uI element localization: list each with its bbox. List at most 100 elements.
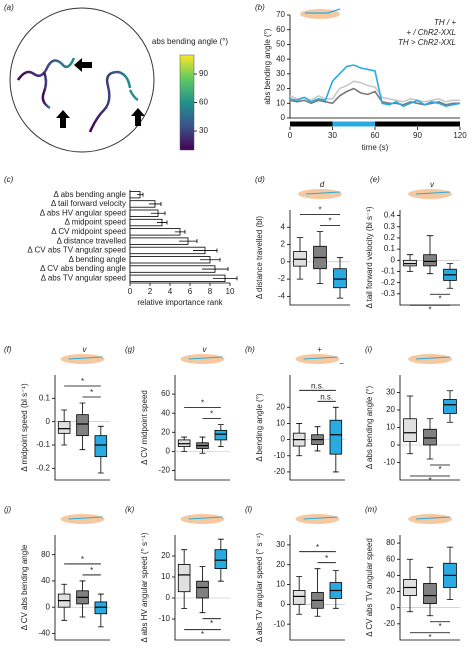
panel-label: (g) (125, 345, 135, 354)
y-tick-label: 70 (276, 10, 285, 19)
axes (289, 210, 350, 306)
y-tick-label: -10 (273, 451, 285, 460)
y-tick-label: 0.1 (384, 244, 396, 253)
category-label: Δ CV abs TV angular speed (27, 246, 126, 255)
y-tick-label: -20 (383, 619, 395, 628)
error-bar (137, 192, 144, 197)
y-axis-label: Δ abs TV angular speed (° s⁻¹) (255, 533, 264, 642)
larva-icon (295, 354, 340, 364)
significance-label: * (90, 388, 93, 397)
error-bar (179, 239, 198, 244)
y-tick-label: -20 (158, 466, 170, 475)
colorbar-tick-label: 60 (199, 98, 208, 107)
y-tick-label: 0 (281, 599, 286, 608)
significance-label: * (90, 566, 93, 575)
y-tick-label: 20 (276, 84, 285, 93)
panel-label: (a) (4, 3, 14, 12)
category-label: Δ CV abs bending angle (40, 264, 126, 273)
axes (174, 375, 230, 481)
colorbar-label: abs bending angle (°) (152, 37, 228, 46)
y-tick-label: 40 (161, 408, 170, 417)
y-tick-label: 30 (276, 69, 285, 78)
x-tick-label: 0 (128, 287, 133, 296)
larva-axis (305, 8, 341, 14)
series-line (289, 80, 460, 103)
y-tick-label: 30 (276, 540, 285, 549)
box (76, 414, 89, 437)
larva-icon (300, 9, 340, 19)
y-tick-label: 20 (276, 560, 285, 569)
larva-icon (180, 354, 225, 364)
bar (129, 228, 181, 236)
significance-label: n.s. (320, 392, 333, 401)
y-tick-label: 40 (41, 576, 50, 585)
x-axis-label: time (s) (362, 143, 389, 152)
y-tick-label: -10 (273, 619, 285, 628)
y-tick-label: 4 (281, 222, 286, 231)
larva-icon (180, 514, 225, 524)
y-axis-label: Δ abs bending angle (°) (365, 386, 374, 470)
error-bar (193, 248, 218, 253)
y-tick-label: 2 (281, 240, 286, 249)
y-tick-label: 0.1 (39, 393, 51, 402)
y-tick-label: 0 (281, 435, 286, 444)
larva-axis (303, 516, 338, 520)
category-label: Δ abs HV angular speed (40, 208, 126, 217)
y-tick-label: 0 (281, 257, 286, 266)
panel-label: (e) (370, 175, 380, 184)
axes (174, 535, 230, 641)
series-line (289, 64, 461, 108)
box (177, 564, 191, 593)
significance-label: n.s. (311, 381, 324, 390)
x-tick-label: 6 (188, 287, 193, 296)
panel-label: (l) (245, 505, 252, 514)
larva-icon (60, 514, 105, 524)
category-label: Δ distance travelled (57, 236, 126, 245)
y-tick-label: -0.1 (381, 267, 395, 276)
y-tick-label: 10 (386, 423, 395, 432)
y-tick-label: 20 (386, 587, 395, 596)
x-tick-label: 4 (168, 287, 173, 296)
x-tick-label: 0 (288, 131, 293, 140)
panel-label: (h) (245, 345, 255, 354)
error-bar (149, 201, 162, 206)
larva-axis (188, 356, 223, 360)
y-tick-label: -0.1 (36, 440, 50, 449)
error-bar (213, 276, 238, 281)
trajectory (16, 57, 76, 81)
significance-label: * (81, 555, 84, 564)
larva-icon (60, 354, 105, 364)
y-tick-label: -4 (278, 291, 286, 300)
arena (9, 7, 155, 153)
axes (54, 375, 110, 481)
icon-label: d (320, 180, 325, 189)
significance-label: * (318, 206, 321, 215)
y-tick-label: 80 (41, 550, 50, 559)
significance-label: * (438, 622, 441, 631)
colorbar-tick-label: 30 (199, 126, 208, 135)
y-axis-label: Δ bending angle (°) (255, 393, 264, 461)
legend-label: TH > ChR2-XXL (398, 38, 456, 47)
y-axis-label: Δ tail forward velocity (bl s⁻¹) (365, 206, 374, 308)
y-tick-label: 60 (161, 389, 170, 398)
larva-axis (305, 191, 341, 195)
panel-label: (c) (4, 175, 14, 184)
larva-icon (295, 514, 340, 524)
y-tick-label: 20 (161, 427, 170, 436)
y-tick-label: -20 (273, 467, 285, 476)
y-tick-label: -2 (278, 274, 286, 283)
significance-label: * (201, 630, 204, 639)
larva-axis (188, 516, 223, 520)
y-tick-label: 20 (161, 551, 170, 560)
error-bar (157, 220, 168, 225)
colorbar-tick-label: 90 (199, 69, 208, 78)
y-tick-label: 40 (386, 570, 395, 579)
y-tick-label: 0 (391, 603, 396, 612)
trajectory (41, 71, 51, 110)
y-tick-label: 0 (166, 593, 171, 602)
y-axis-label: Δ midpoint speed (bl s⁻¹) (20, 383, 29, 472)
panel-label: (i) (365, 345, 372, 354)
category-label: Δ tail forward velocity (51, 199, 126, 208)
panel-label: (m) (365, 505, 377, 514)
panel-label: (d) (255, 175, 265, 184)
